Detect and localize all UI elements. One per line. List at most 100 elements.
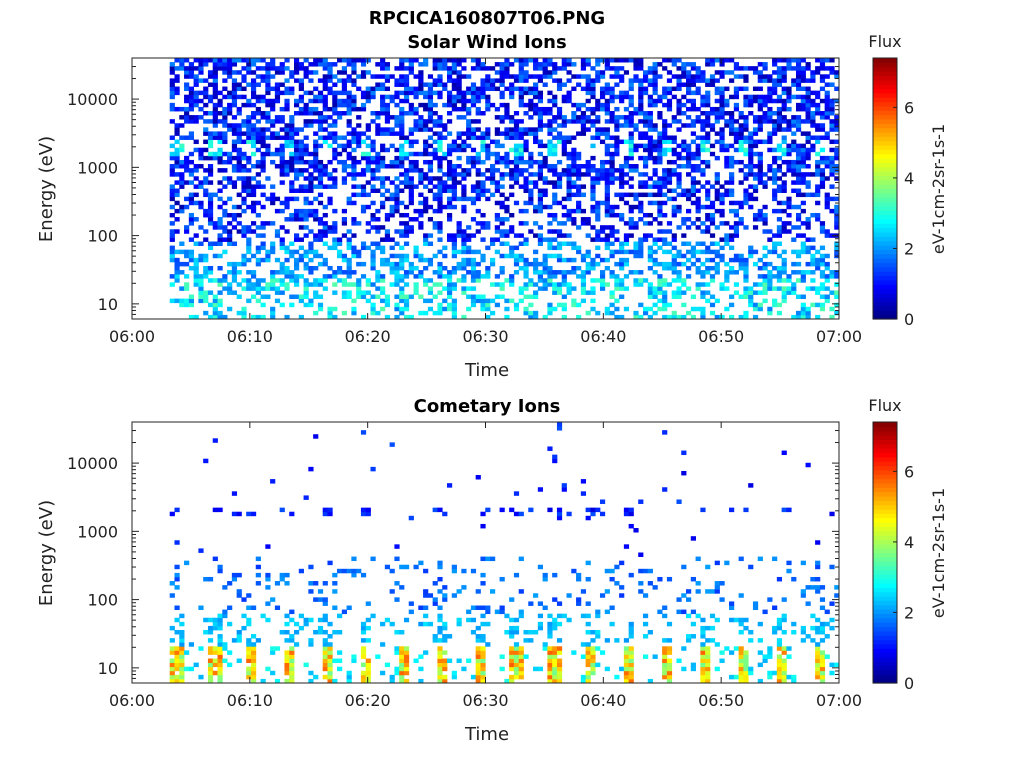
heatmap-cell	[270, 135, 276, 140]
heatmap-cell	[341, 310, 347, 316]
heatmap-cell	[781, 102, 787, 108]
heatmap-cell	[681, 155, 687, 161]
heatmap-cell	[203, 298, 209, 304]
heatmap-cell	[556, 180, 563, 185]
heatmap-cell	[298, 217, 304, 222]
heatmap-cell	[169, 298, 175, 304]
heatmap-cell	[772, 119, 778, 124]
heatmap-cell	[824, 253, 830, 259]
heatmap-cell	[647, 286, 653, 291]
heatmap-cell	[451, 58, 457, 63]
heatmap-cell	[542, 111, 548, 116]
heatmap-cell	[772, 196, 778, 202]
heatmap-cell	[179, 159, 185, 165]
heatmap-cell	[442, 298, 448, 304]
heatmap-cell	[499, 143, 505, 149]
heatmap-cell	[270, 249, 276, 255]
heatmap-cell	[207, 678, 214, 684]
heatmap-cell	[250, 184, 257, 189]
heatmap-cell	[456, 70, 462, 75]
heatmap-cell	[614, 168, 620, 173]
heatmap-cell	[284, 650, 290, 655]
heatmap-cell	[351, 184, 357, 189]
heatmap-cell	[298, 257, 304, 263]
heatmap-cell	[193, 200, 199, 206]
heatmap-cell	[475, 666, 481, 672]
heatmap-cell	[537, 151, 543, 157]
heatmap-cell	[432, 111, 438, 116]
heatmap-cell	[638, 58, 644, 63]
heatmap-cell	[815, 135, 821, 140]
heatmap-cell	[590, 90, 596, 96]
heatmap-cell	[279, 119, 285, 124]
x-tick-label: 07:00	[816, 327, 862, 346]
heatmap-cell	[308, 466, 314, 472]
heatmap-cell	[533, 282, 539, 287]
heatmap-cell	[815, 127, 821, 132]
heatmap-cell	[255, 127, 261, 132]
heatmap-cell	[795, 155, 802, 161]
heatmap-cell	[432, 66, 438, 71]
heatmap-cell	[298, 82, 304, 87]
heatmap-cell	[461, 139, 467, 145]
heatmap-cell	[547, 168, 553, 173]
heatmap-cell	[212, 78, 218, 83]
heatmap-cell	[590, 180, 596, 185]
heatmap-cell	[671, 257, 677, 263]
heatmap-cell	[418, 225, 424, 230]
heatmap-cell	[513, 143, 520, 149]
heatmap-cell	[776, 147, 783, 153]
heatmap-cell	[561, 196, 567, 202]
heatmap-cell	[767, 131, 773, 136]
heatmap-cell	[442, 597, 448, 602]
heatmap-cell	[193, 241, 199, 246]
heatmap-cell	[246, 674, 252, 680]
heatmap-cell	[303, 261, 309, 267]
heatmap-cell	[834, 245, 840, 251]
heatmap-cell	[255, 106, 261, 112]
heatmap-cell	[360, 184, 367, 189]
heatmap-cell	[547, 143, 553, 149]
heatmap-cell	[509, 192, 515, 198]
heatmap-cell	[399, 66, 405, 71]
heatmap-cell	[776, 111, 783, 116]
heatmap-cell	[470, 94, 477, 100]
heatmap-cell	[705, 192, 711, 198]
heatmap-cell	[580, 184, 587, 189]
heatmap-cell	[609, 270, 615, 275]
heatmap-cell	[432, 151, 438, 157]
heatmap-cell	[719, 115, 725, 120]
heatmap-cell	[795, 192, 802, 198]
heatmap-cell	[384, 233, 391, 238]
heatmap-cell	[413, 208, 419, 214]
heatmap-cell	[485, 102, 491, 108]
heatmap-cell	[260, 131, 266, 136]
heatmap-cell	[561, 278, 567, 283]
heatmap-cell	[805, 151, 811, 157]
heatmap-cell	[265, 585, 271, 590]
heatmap-cell	[408, 62, 414, 67]
heatmap-cell	[815, 90, 821, 96]
heatmap-cell	[246, 176, 252, 181]
heatmap-cell	[270, 282, 276, 287]
heatmap-cell	[819, 253, 826, 259]
heatmap-cell	[533, 139, 539, 145]
heatmap-cell	[217, 650, 223, 655]
heatmap-cell	[289, 609, 295, 615]
heatmap-cell	[556, 106, 563, 112]
heatmap-cell	[733, 257, 740, 263]
heatmap-cell	[705, 229, 711, 234]
heatmap-cell	[217, 290, 223, 295]
heatmap-cell	[537, 111, 543, 116]
heatmap-cell	[432, 58, 438, 63]
heatmap-cell	[222, 86, 228, 92]
heatmap-cell	[203, 270, 209, 275]
heatmap-cell	[638, 180, 644, 185]
heatmap-cell	[188, 131, 195, 136]
heatmap-cell	[652, 147, 658, 153]
heatmap-cell	[638, 282, 644, 287]
heatmap-cell	[523, 131, 529, 136]
heatmap-cell	[752, 290, 759, 295]
heatmap-cell	[241, 257, 247, 263]
heatmap-cell	[614, 82, 620, 87]
